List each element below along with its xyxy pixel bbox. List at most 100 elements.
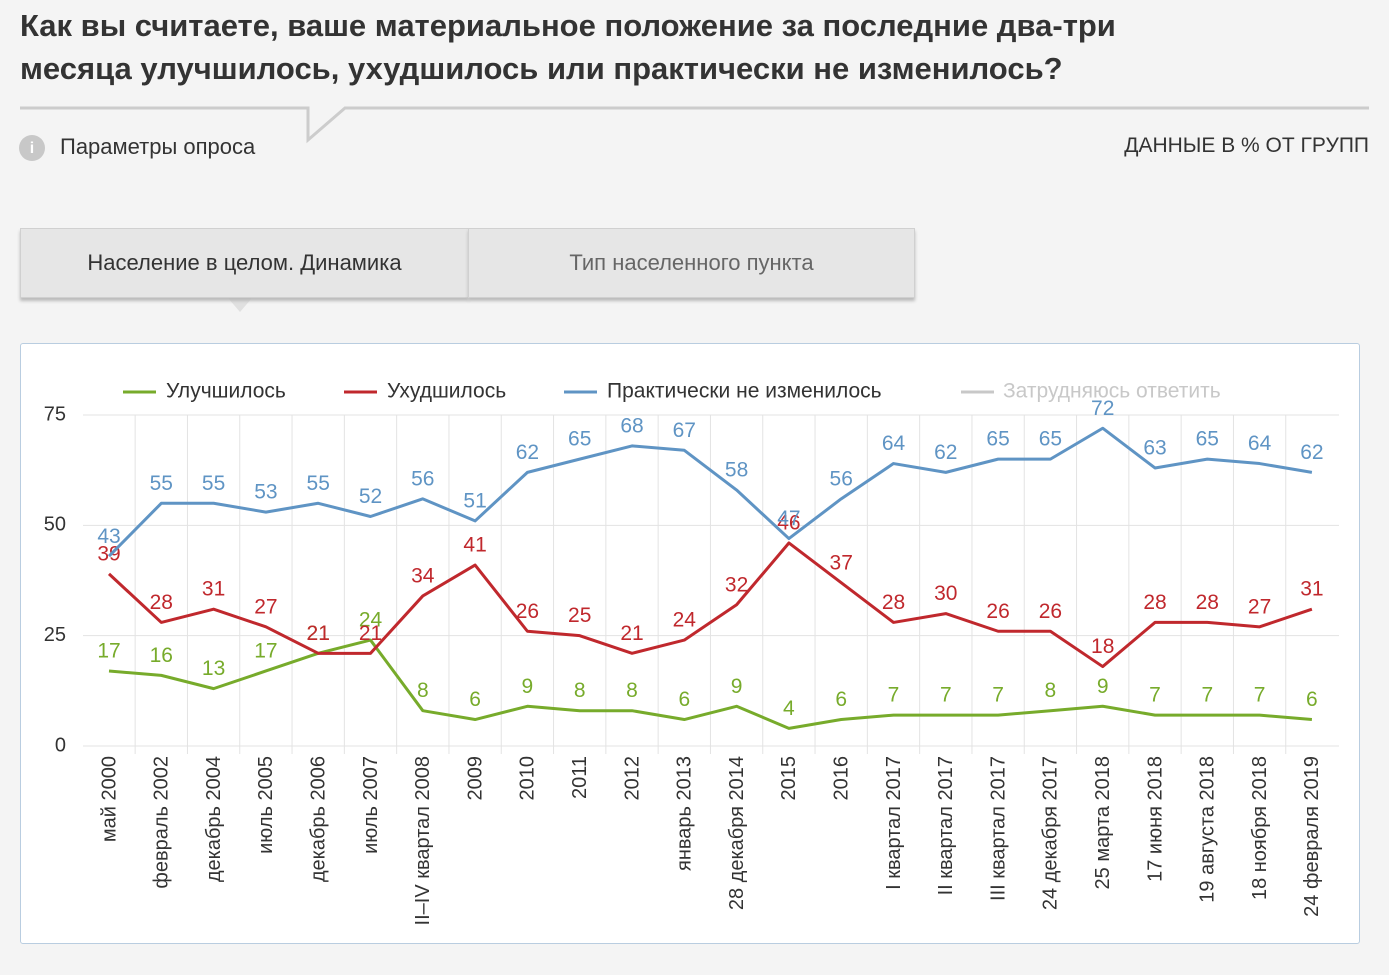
data-label: 21 bbox=[620, 622, 643, 645]
data-label: 52 bbox=[359, 485, 382, 508]
data-label: 55 bbox=[307, 472, 330, 495]
y-tick-label: 25 bbox=[44, 624, 66, 646]
x-tick-label: 28 декабря 2014 bbox=[726, 756, 748, 910]
data-label: 34 bbox=[411, 564, 435, 587]
data-label: 16 bbox=[150, 644, 173, 667]
data-label: 7 bbox=[1201, 684, 1213, 707]
data-label: 6 bbox=[469, 688, 481, 711]
series-line bbox=[108, 638, 1313, 730]
x-tick-label: 2009 bbox=[464, 756, 486, 801]
data-label: 17 bbox=[97, 640, 120, 663]
data-label: 27 bbox=[1248, 595, 1271, 618]
data-label: 7 bbox=[1254, 684, 1266, 707]
x-tick-label: декабрь 2004 bbox=[203, 756, 225, 882]
legend-label: Практически не изменилось bbox=[607, 380, 882, 403]
data-label: 63 bbox=[1143, 437, 1166, 460]
data-label: 62 bbox=[1300, 441, 1323, 464]
data-label: 8 bbox=[574, 679, 586, 702]
x-tick-label: I квартал 2017 bbox=[883, 756, 905, 890]
data-label: 21 bbox=[359, 622, 382, 645]
x-tick-label: 19 августа 2018 bbox=[1197, 756, 1219, 903]
data-label: 65 bbox=[1039, 428, 1062, 451]
x-tick-label: 2016 bbox=[830, 756, 852, 801]
data-label: 7 bbox=[940, 684, 952, 707]
y-tick-label: 75 bbox=[44, 403, 66, 425]
data-label: 9 bbox=[731, 675, 743, 698]
x-tick-label: июль 2007 bbox=[360, 756, 382, 854]
data-label: 67 bbox=[673, 419, 696, 442]
info-icon bbox=[19, 135, 45, 161]
active-tab-arrow bbox=[228, 298, 252, 312]
data-label: 26 bbox=[1039, 600, 1062, 623]
chart: 0 25 50 75 май 2000 февраль 2002 декабрь 2004 и… bbox=[44, 380, 1339, 925]
data-label: 41 bbox=[463, 534, 486, 557]
data-label: 4 bbox=[783, 697, 795, 720]
chart-box: 0 25 50 75 май 2000 февраль 2002 декабрь 2004 и… bbox=[20, 343, 1360, 944]
title-underline bbox=[20, 106, 1369, 144]
decor: i bbox=[19, 106, 1369, 312]
data-label: 65 bbox=[1196, 428, 1219, 451]
data-label: 9 bbox=[1097, 675, 1109, 698]
legend-label-disabled: Затрудняюсь ответить bbox=[1003, 380, 1221, 403]
data-label: 64 bbox=[882, 432, 906, 455]
data-label: 53 bbox=[254, 481, 277, 504]
x-tick-label: II–IV квартал 2008 bbox=[412, 756, 434, 925]
x-tick-label: 17 июня 2018 bbox=[1144, 756, 1166, 882]
data-label: 55 bbox=[150, 472, 173, 495]
data-label: 27 bbox=[254, 595, 277, 618]
x-tick-label: 2015 bbox=[778, 756, 800, 801]
y-tick-label: 0 bbox=[55, 734, 66, 756]
x-tick-label: декабрь 2006 bbox=[307, 756, 329, 882]
tab[interactable]: Тип населенного пункта bbox=[468, 228, 915, 298]
data-label: 65 bbox=[986, 428, 1009, 451]
data-label: 51 bbox=[463, 489, 486, 512]
units-note: ДАННЫЕ В % ОТ ГРУПП bbox=[1124, 134, 1369, 157]
data-label: 6 bbox=[835, 688, 847, 711]
data-label: 56 bbox=[411, 467, 434, 490]
data-label: 47 bbox=[777, 507, 800, 530]
title: Как вы считаете, ваше материальное полож… bbox=[20, 4, 1116, 90]
series-line bbox=[107, 541, 1313, 669]
data-label: 46 bbox=[777, 512, 800, 535]
data-label: 64 bbox=[1248, 432, 1272, 455]
data-label: 6 bbox=[678, 688, 690, 711]
data-label: 28 bbox=[1143, 591, 1166, 614]
data-label: 7 bbox=[888, 684, 900, 707]
data-label: 28 bbox=[150, 591, 173, 614]
data-label: 26 bbox=[516, 600, 539, 623]
data-label: 26 bbox=[986, 600, 1009, 623]
y-tick-label: 50 bbox=[44, 514, 66, 536]
data-label: 65 bbox=[568, 428, 591, 451]
data-label: 8 bbox=[626, 679, 638, 702]
data-label: 72 bbox=[1091, 397, 1114, 420]
data-label: 32 bbox=[725, 573, 748, 596]
data-label: 21 bbox=[307, 622, 330, 645]
x-tick-label: III квартал 2017 bbox=[987, 756, 1009, 901]
data-label: 37 bbox=[830, 551, 853, 574]
data-label: 24 bbox=[673, 609, 697, 632]
data-label: 7 bbox=[1149, 684, 1161, 707]
title-line: Как вы считаете, ваше материальное полож… bbox=[20, 8, 1116, 43]
data-label: 62 bbox=[934, 441, 957, 464]
data-label: 58 bbox=[725, 459, 748, 482]
data-label: 56 bbox=[830, 467, 853, 490]
x-tick-label: 2012 bbox=[621, 756, 643, 801]
x-tick-label: 24 февраля 2019 bbox=[1301, 756, 1323, 917]
data-label: 25 bbox=[568, 604, 591, 627]
x-tick-label: II квартал 2017 bbox=[935, 756, 957, 895]
data-label: 43 bbox=[97, 525, 120, 548]
data-label: 24 bbox=[359, 609, 383, 632]
data-label: 28 bbox=[1196, 591, 1219, 614]
data-label: 30 bbox=[934, 582, 957, 605]
data-label: 17 bbox=[254, 640, 277, 663]
info-icon-glyph: i bbox=[30, 140, 34, 157]
data-label: 31 bbox=[1300, 578, 1323, 601]
params-link[interactable]: Параметры опроса bbox=[60, 134, 256, 159]
x-tick-label: февраль 2002 bbox=[151, 756, 173, 889]
data-label: 7 bbox=[992, 684, 1004, 707]
data-label: 21 bbox=[307, 622, 330, 645]
data-label: 8 bbox=[417, 679, 429, 702]
tab-active[interactable]: Население в целом. Динамика bbox=[20, 228, 469, 298]
data-label: 39 bbox=[97, 542, 120, 565]
